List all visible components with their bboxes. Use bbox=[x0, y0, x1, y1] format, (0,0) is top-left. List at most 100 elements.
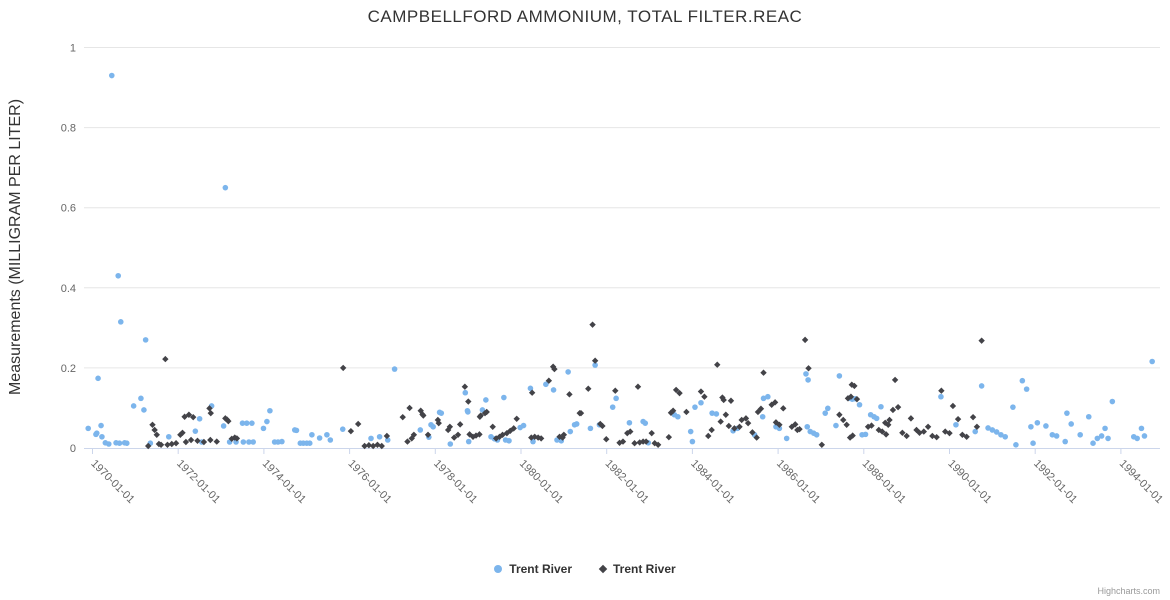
data-point-diamond[interactable] bbox=[836, 411, 843, 418]
data-point-circle[interactable] bbox=[1049, 431, 1056, 438]
data-point-circle[interactable] bbox=[130, 403, 137, 409]
data-point-circle[interactable] bbox=[1098, 433, 1105, 439]
data-point-circle[interactable] bbox=[626, 419, 633, 426]
data-point-circle[interactable] bbox=[483, 397, 489, 403]
data-point-diamond[interactable] bbox=[954, 415, 962, 423]
data-point-diamond[interactable] bbox=[556, 433, 563, 440]
data-point-diamond[interactable] bbox=[591, 357, 599, 364]
data-point-diamond[interactable] bbox=[172, 439, 180, 447]
data-point-diamond[interactable] bbox=[477, 412, 484, 419]
data-point-diamond[interactable] bbox=[973, 423, 981, 430]
data-point-circle[interactable] bbox=[243, 420, 250, 426]
highcharts-credits-link[interactable]: Highcharts.com bbox=[1097, 586, 1160, 596]
data-point-circle[interactable] bbox=[804, 423, 811, 430]
data-point-diamond[interactable] bbox=[566, 391, 573, 398]
data-point-diamond[interactable] bbox=[924, 423, 932, 430]
data-point-diamond[interactable] bbox=[399, 413, 406, 421]
data-point-diamond[interactable] bbox=[528, 434, 535, 441]
data-point-diamond[interactable] bbox=[461, 383, 469, 390]
data-point-diamond[interactable] bbox=[559, 434, 566, 441]
data-point-circle[interactable] bbox=[430, 423, 436, 430]
data-point-diamond[interactable] bbox=[725, 422, 733, 430]
data-point-circle[interactable] bbox=[687, 428, 694, 435]
data-point-diamond[interactable] bbox=[450, 434, 458, 441]
data-point-circle[interactable] bbox=[692, 404, 698, 410]
data-point-circle[interactable] bbox=[250, 439, 256, 445]
data-point-circle[interactable] bbox=[713, 411, 720, 417]
data-point-diamond[interactable] bbox=[736, 423, 743, 430]
data-point-diamond[interactable] bbox=[754, 408, 762, 416]
data-point-circle[interactable] bbox=[567, 428, 574, 435]
data-point-diamond[interactable] bbox=[168, 440, 175, 448]
data-point-diamond[interactable] bbox=[347, 427, 355, 435]
data-point-diamond[interactable] bbox=[404, 438, 411, 445]
data-point-diamond[interactable] bbox=[665, 433, 673, 441]
data-point-diamond[interactable] bbox=[648, 429, 655, 437]
data-point-circle[interactable] bbox=[543, 381, 549, 388]
data-point-diamond[interactable] bbox=[634, 383, 642, 390]
data-point-diamond[interactable] bbox=[200, 438, 208, 446]
data-point-circle[interactable] bbox=[462, 389, 469, 396]
data-point-diamond[interactable] bbox=[749, 429, 756, 436]
data-point-circle[interactable] bbox=[1064, 410, 1070, 416]
data-point-circle[interactable] bbox=[989, 427, 996, 433]
data-point-diamond[interactable] bbox=[886, 416, 893, 424]
data-point-circle[interactable] bbox=[972, 428, 979, 435]
data-point-diamond[interactable] bbox=[456, 421, 464, 428]
data-point-circle[interactable] bbox=[1094, 435, 1101, 442]
data-point-circle[interactable] bbox=[613, 395, 619, 402]
data-point-circle[interactable] bbox=[116, 440, 123, 446]
data-point-circle[interactable] bbox=[141, 407, 147, 413]
data-point-diamond[interactable] bbox=[894, 403, 902, 411]
data-point-diamond[interactable] bbox=[551, 365, 558, 373]
data-point-diamond[interactable] bbox=[879, 428, 886, 435]
data-point-circle[interactable] bbox=[709, 410, 715, 416]
data-point-circle[interactable] bbox=[267, 407, 273, 414]
data-point-diamond[interactable] bbox=[560, 431, 568, 438]
data-point-diamond[interactable] bbox=[510, 425, 517, 432]
data-point-circle[interactable] bbox=[239, 420, 246, 426]
data-point-circle[interactable] bbox=[240, 439, 247, 445]
data-point-circle[interactable] bbox=[339, 426, 346, 432]
data-point-circle[interactable] bbox=[803, 371, 809, 377]
data-point-diamond[interactable] bbox=[676, 389, 683, 397]
data-point-circle[interactable] bbox=[1043, 423, 1049, 429]
data-point-diamond[interactable] bbox=[185, 411, 193, 418]
data-point-diamond[interactable] bbox=[225, 417, 232, 425]
data-point-diamond[interactable] bbox=[627, 428, 634, 435]
data-point-diamond[interactable] bbox=[742, 415, 750, 422]
data-point-diamond[interactable] bbox=[963, 433, 970, 440]
data-point-circle[interactable] bbox=[833, 422, 839, 429]
data-point-diamond[interactable] bbox=[589, 321, 596, 328]
data-point-diamond[interactable] bbox=[920, 428, 927, 435]
data-point-diamond[interactable] bbox=[207, 436, 214, 444]
data-point-diamond[interactable] bbox=[454, 431, 462, 438]
data-point-circle[interactable] bbox=[309, 431, 315, 438]
data-point-diamond[interactable] bbox=[164, 441, 171, 448]
data-point-diamond[interactable] bbox=[938, 387, 945, 394]
data-point-circle[interactable] bbox=[376, 433, 383, 440]
data-point-diamond[interactable] bbox=[465, 398, 472, 405]
data-point-diamond[interactable] bbox=[714, 361, 721, 368]
data-point-diamond[interactable] bbox=[757, 405, 765, 412]
data-point-circle[interactable] bbox=[98, 422, 104, 429]
data-point-circle[interactable] bbox=[279, 438, 285, 445]
data-point-diamond[interactable] bbox=[383, 432, 391, 440]
data-point-circle[interactable] bbox=[95, 375, 101, 382]
data-point-diamond[interactable] bbox=[760, 369, 767, 376]
data-point-diamond[interactable] bbox=[545, 377, 553, 384]
data-point-circle[interactable] bbox=[138, 395, 144, 402]
data-point-circle[interactable] bbox=[1102, 425, 1108, 432]
data-point-diamond[interactable] bbox=[731, 425, 738, 432]
data-point-diamond[interactable] bbox=[446, 423, 454, 430]
data-point-diamond[interactable] bbox=[683, 408, 690, 416]
data-point-circle[interactable] bbox=[115, 272, 122, 279]
data-point-circle[interactable] bbox=[99, 433, 105, 440]
data-point-diamond[interactable] bbox=[882, 431, 890, 438]
data-point-diamond[interactable] bbox=[233, 435, 241, 442]
data-point-circle[interactable] bbox=[192, 428, 199, 434]
data-point-diamond[interactable] bbox=[489, 423, 496, 430]
data-point-circle[interactable] bbox=[1002, 433, 1009, 440]
data-point-circle[interactable] bbox=[587, 425, 594, 432]
data-point-circle[interactable] bbox=[1019, 377, 1026, 384]
